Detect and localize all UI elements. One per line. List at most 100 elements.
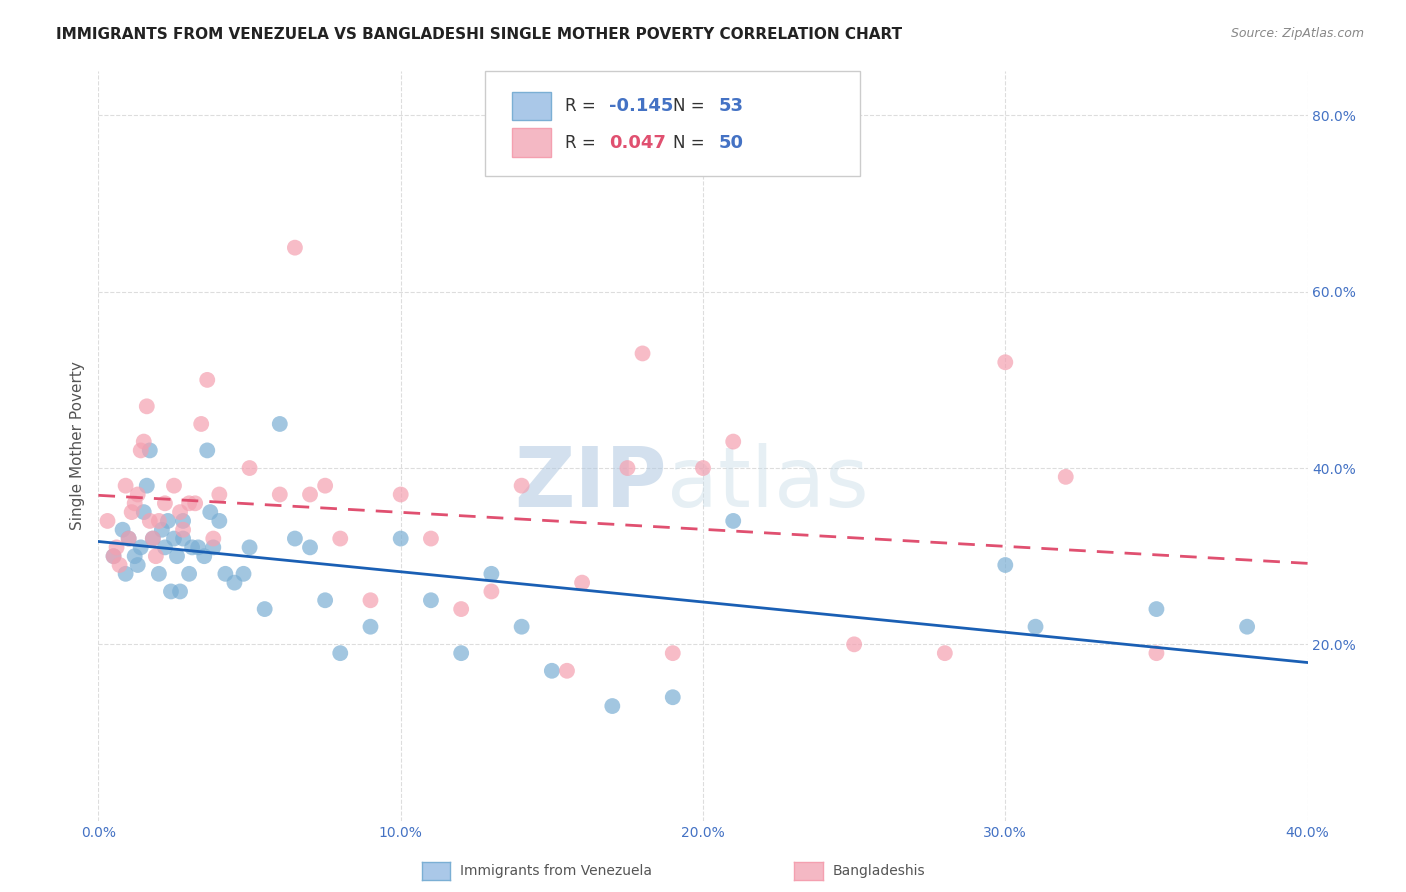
Point [1236,620,1258,634]
Point [602,699,624,714]
Point [148,566,170,581]
Point [1144,602,1167,616]
Point [190,417,212,431]
Point [253,602,276,616]
FancyBboxPatch shape [512,128,551,157]
Point [299,487,322,501]
Point [299,541,322,555]
Point [172,514,194,528]
Point [129,443,152,458]
Point [124,496,146,510]
Point [114,478,136,492]
Point [510,620,533,634]
Point [214,566,236,581]
Point [153,496,176,510]
Point [1144,646,1167,660]
Point [844,637,866,651]
Point [181,541,204,555]
Text: N =: N = [672,134,710,152]
FancyBboxPatch shape [512,92,551,120]
Text: 53: 53 [718,97,744,115]
Point [269,487,291,501]
Text: R =: R = [565,97,602,115]
Point [150,523,173,537]
Point [142,532,165,546]
Point [139,443,162,458]
Point [148,514,170,528]
Point [329,646,352,660]
Point [232,566,254,581]
Point [135,478,157,492]
Point [153,541,176,555]
Point [481,584,503,599]
Point [555,664,578,678]
Text: R =: R = [565,134,602,152]
Point [195,373,218,387]
Text: Source: ZipAtlas.com: Source: ZipAtlas.com [1230,27,1364,40]
Point [208,514,231,528]
Text: Bangladeshis: Bangladeshis [832,864,925,879]
Point [994,558,1017,572]
Point [329,532,352,546]
Point [723,434,745,449]
Point [224,575,246,590]
Point [124,549,146,564]
Point [510,478,533,492]
Text: -0.145: -0.145 [609,97,673,115]
Point [208,487,231,501]
Text: IMMIGRANTS FROM VENEZUELA VS BANGLADESHI SINGLE MOTHER POVERTY CORRELATION CHART: IMMIGRANTS FROM VENEZUELA VS BANGLADESHI… [56,27,903,42]
Point [481,566,503,581]
Point [450,646,472,660]
Point [105,541,128,555]
Point [389,487,412,501]
Point [163,532,186,546]
Point [360,593,382,607]
Point [160,584,183,599]
Text: atlas: atlas [666,443,869,524]
Point [540,664,562,678]
Point [118,532,141,546]
Point [187,541,209,555]
Point [127,487,149,501]
Point [193,549,215,564]
Point [169,505,191,519]
Point [166,549,188,564]
Point [108,558,131,572]
Point [360,620,382,634]
Point [1024,620,1046,634]
Point [631,346,654,360]
Point [103,549,125,564]
Y-axis label: Single Mother Poverty: Single Mother Poverty [69,361,84,531]
Point [195,443,218,458]
Point [96,514,118,528]
Point [132,434,155,449]
Point [420,532,443,546]
Point [200,505,222,519]
Point [114,566,136,581]
Point [132,505,155,519]
Point [118,532,141,546]
Point [169,584,191,599]
Point [139,514,162,528]
Point [314,478,336,492]
Point [103,549,125,564]
Point [202,541,225,555]
Point [1054,470,1077,484]
Point [179,566,201,581]
Point [135,400,157,414]
Point [163,478,186,492]
Point [420,593,443,607]
Text: 50: 50 [718,134,744,152]
Text: N =: N = [672,97,710,115]
Point [661,646,683,660]
Text: ZIP: ZIP [515,443,666,524]
Point [121,505,143,519]
Point [239,461,262,475]
Point [179,496,201,510]
Point [156,514,179,528]
Point [172,523,194,537]
Point [994,355,1017,369]
Point [142,532,165,546]
Point [616,461,638,475]
Point [127,558,149,572]
